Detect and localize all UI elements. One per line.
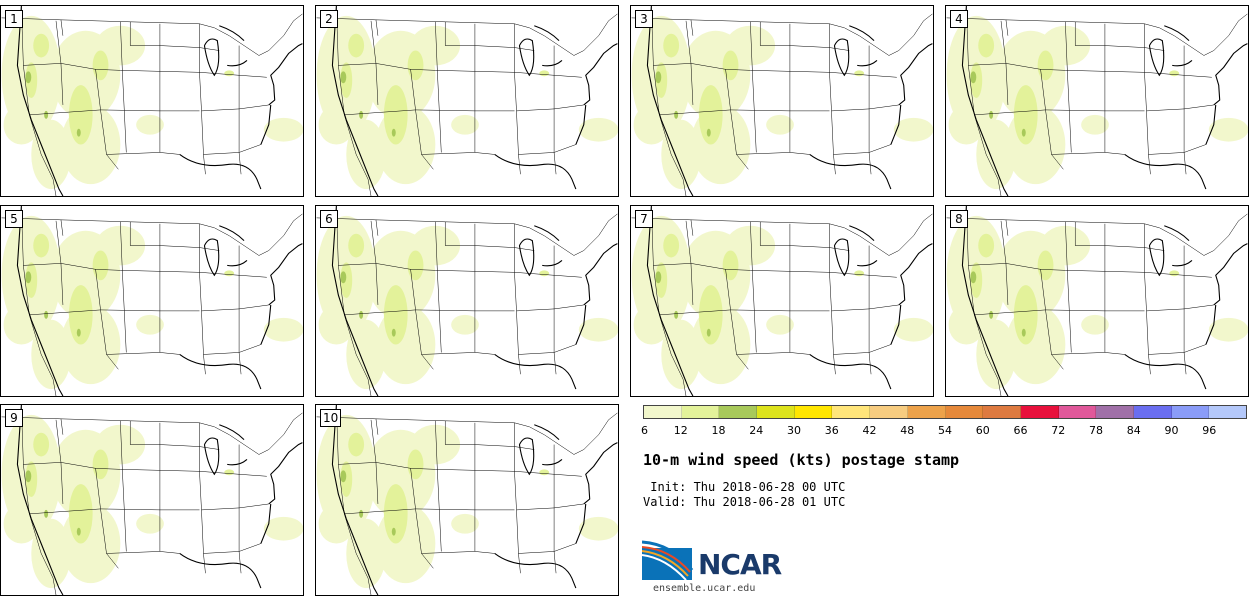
- state-boundaries: [316, 6, 618, 196]
- wind-shading: [316, 215, 618, 390]
- coastline: [16, 206, 303, 396]
- member-map-panel: 6: [315, 205, 619, 397]
- colorbar-tick-label: 96: [1202, 424, 1217, 437]
- member-number-label: 3: [635, 10, 653, 28]
- colorbar-segment: [719, 406, 758, 418]
- wind-shading: [1, 215, 303, 390]
- member-map-panel: 7: [630, 205, 934, 397]
- coastline: [961, 6, 1248, 196]
- colorbar-segment: [983, 406, 1021, 418]
- colorbar-segment: [870, 406, 908, 418]
- wind-shading: [316, 414, 618, 589]
- valid-time: Valid: Thu 2018-06-28 01 UTC: [643, 495, 846, 509]
- member-map-panel: 3: [630, 5, 934, 197]
- wind-shading: [631, 215, 933, 390]
- colorbar-tick-label: 18: [711, 424, 726, 437]
- ncar-logo-icon: [642, 540, 694, 581]
- member-map-panel: 1: [0, 5, 304, 197]
- map-canvas: [316, 6, 618, 196]
- coastline: [331, 206, 618, 396]
- wind-shading: [946, 215, 1248, 390]
- member-map-panel: 5: [0, 205, 304, 397]
- member-map-panel: 9: [0, 404, 304, 596]
- map-canvas: [1, 206, 303, 396]
- colorbar-tick-label: 42: [862, 424, 877, 437]
- map-canvas: [1, 405, 303, 595]
- colorbar-segment: [1020, 406, 1059, 418]
- wind-shading: [631, 15, 933, 190]
- colorbar-segment: [945, 406, 984, 418]
- colorbar-segment: [1058, 406, 1097, 418]
- state-boundaries: [1, 405, 303, 595]
- colorbar-segment: [1209, 406, 1246, 418]
- colorbar-segment: [1096, 406, 1134, 418]
- wind-shading: [316, 15, 618, 190]
- coastline: [646, 206, 933, 396]
- map-canvas: [631, 6, 933, 196]
- colorbar-segment: [757, 406, 795, 418]
- colorbar-segment: [1171, 406, 1210, 418]
- colorbar-tick-label: 30: [787, 424, 801, 437]
- colorbar-tick-label: 6: [641, 424, 648, 437]
- member-number-label: 1: [5, 10, 23, 28]
- member-number-label: 2: [320, 10, 338, 28]
- colorbar-segment: [1133, 406, 1172, 418]
- coastline: [331, 405, 618, 595]
- member-number-label: 5: [5, 210, 23, 228]
- coastline: [331, 6, 618, 196]
- map-canvas: [316, 206, 618, 396]
- map-canvas: [316, 405, 618, 595]
- map-canvas: [1, 6, 303, 196]
- colorbar-segment: [907, 406, 946, 418]
- state-boundaries: [631, 206, 933, 396]
- member-number-label: 10: [320, 409, 342, 427]
- colorbar-tick-label: 54: [938, 424, 952, 437]
- state-boundaries: [1, 6, 303, 196]
- state-boundaries: [1, 206, 303, 396]
- state-boundaries: [946, 6, 1248, 196]
- colorbar-tick-label: 48: [900, 424, 915, 437]
- ncar-logo-text: NCAR: [698, 548, 782, 581]
- colorbar-ticks: 6 12 18 24 30 36 42 48 54 60 66 72 78 84 90 96: [641, 424, 1247, 438]
- colorbar-tick-label: 60: [975, 424, 990, 437]
- coastline: [646, 6, 933, 196]
- colorbar-segment: [681, 406, 720, 418]
- coastline: [16, 6, 303, 196]
- colorbar-segment: [794, 406, 833, 418]
- map-canvas: [631, 206, 933, 396]
- map-canvas: [946, 206, 1248, 396]
- colorbar-tick-label: 24: [749, 424, 764, 437]
- colorbar-tick-label: 66: [1013, 424, 1028, 437]
- member-number-label: 8: [950, 210, 968, 228]
- colorbar-tick-label: 78: [1089, 424, 1103, 437]
- colorbar-segment: [644, 406, 682, 418]
- colorbar-tick-label: 36: [824, 424, 839, 437]
- colorbar-tick-label: 12: [673, 424, 688, 437]
- colorbar-tick-label: 84: [1126, 424, 1141, 437]
- member-number-label: 4: [950, 10, 968, 28]
- plot-title: 10-m wind speed (kts) postage stamp: [643, 451, 960, 469]
- member-number-label: 7: [635, 210, 653, 228]
- member-number-label: 6: [320, 210, 338, 228]
- member-number-label: 9: [5, 409, 23, 427]
- wind-shading: [1, 414, 303, 589]
- wind-shading: [1, 15, 303, 190]
- member-map-panel: 10: [315, 404, 619, 596]
- member-map-panel: 4: [945, 5, 1249, 197]
- colorbar-tick-label: 90: [1164, 424, 1179, 437]
- wind-speed-colorbar: [643, 405, 1247, 419]
- colorbar-tick-label: 72: [1051, 424, 1066, 437]
- coastline: [961, 206, 1248, 396]
- state-boundaries: [316, 206, 618, 396]
- wind-shading: [946, 15, 1248, 190]
- state-boundaries: [316, 405, 618, 595]
- member-map-panel: 2: [315, 5, 619, 197]
- member-map-panel: 8: [945, 205, 1249, 397]
- ensemble-url[interactable]: ensemble.ucar.edu: [653, 583, 756, 594]
- init-time: Init: Thu 2018-06-28 00 UTC: [643, 480, 846, 494]
- state-boundaries: [631, 6, 933, 196]
- colorbar-segment: [832, 406, 871, 418]
- map-canvas: [946, 6, 1248, 196]
- coastline: [16, 405, 303, 595]
